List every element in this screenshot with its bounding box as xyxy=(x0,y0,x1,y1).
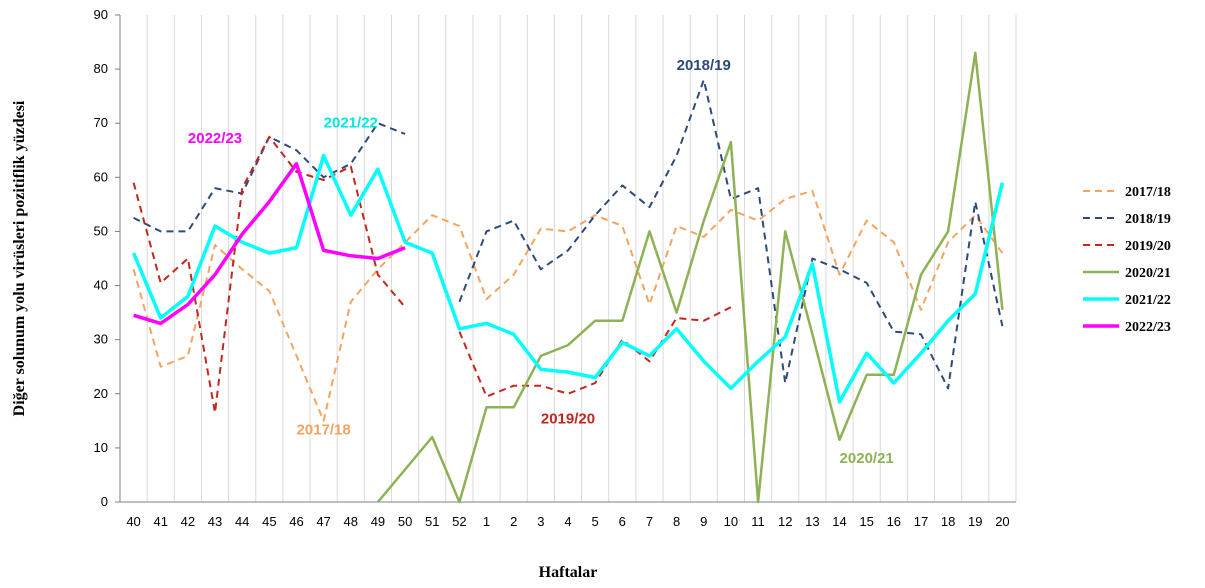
x-tick-label: 14 xyxy=(832,514,846,529)
x-tick-label: 50 xyxy=(398,514,412,529)
x-tick-label: 45 xyxy=(262,514,276,529)
x-tick-label: 13 xyxy=(805,514,819,529)
legend-label: 2021/22 xyxy=(1125,293,1171,308)
y-axis-title: Diğer solunum yolu virüsleri pozitiflik … xyxy=(11,100,28,416)
y-tick-label: 20 xyxy=(94,386,108,401)
annotation-label: 2022/23 xyxy=(188,130,242,147)
x-tick-label: 49 xyxy=(371,514,385,529)
x-tick-label: 46 xyxy=(289,514,303,529)
series-line-2021-22 xyxy=(131,153,1005,404)
series-annotations: 2017/18 2018/19 2019/20 2020/21 2021/22 2022/… xyxy=(188,57,894,467)
x-tick-label: 4 xyxy=(564,514,571,529)
y-tick-label: 90 xyxy=(94,7,108,22)
x-tick-label: 19 xyxy=(968,514,982,529)
y-tick-label: 60 xyxy=(94,169,108,184)
x-tick-label: 18 xyxy=(941,514,955,529)
x-tick-label: 47 xyxy=(316,514,330,529)
x-tick-label: 8 xyxy=(673,514,680,529)
x-tick-label: 15 xyxy=(859,514,873,529)
legend: 2017/18 2018/19 2019/20 2020/21 2021/22 2022/… xyxy=(1083,185,1171,335)
y-tick-label: 50 xyxy=(94,223,108,238)
x-tick-label: 1 xyxy=(483,514,490,529)
y-tick-label: 70 xyxy=(94,115,108,130)
legend-label: 2020/21 xyxy=(1125,266,1171,281)
grid xyxy=(119,15,1017,502)
series-lines xyxy=(131,51,1005,504)
annotation-label: 2017/18 xyxy=(297,421,351,438)
x-tick-label: 42 xyxy=(181,514,195,529)
series-line-2017-18 xyxy=(132,189,1004,422)
y-tick-label: 80 xyxy=(94,61,108,76)
annotation-label: 2018/19 xyxy=(677,57,731,74)
annotation-label: 2021/22 xyxy=(324,115,378,132)
x-tick-label: 44 xyxy=(235,514,249,529)
x-tick-label: 2 xyxy=(510,514,517,529)
x-tick-label: 43 xyxy=(208,514,222,529)
x-tick-label: 3 xyxy=(537,514,544,529)
y-tick-label: 0 xyxy=(101,494,108,509)
x-tick-label: 52 xyxy=(452,514,466,529)
legend-label: 2017/18 xyxy=(1125,185,1171,200)
x-tick-label: 17 xyxy=(914,514,928,529)
x-tick-labels: 40 41 42 43 44 45 46 47 48 49 50 51 52 1 2 3 4 5 6 7 8 9 10 11 1… xyxy=(126,514,1009,529)
legend-label: 2019/20 xyxy=(1125,239,1171,254)
y-tick-label: 30 xyxy=(94,332,108,347)
x-tick-label: 6 xyxy=(619,514,626,529)
x-tick-label: 9 xyxy=(700,514,707,529)
x-tick-label: 51 xyxy=(425,514,439,529)
series-line-2019-20 xyxy=(458,306,732,398)
y-tick-label: 40 xyxy=(94,278,108,293)
x-tick-label: 41 xyxy=(153,514,167,529)
x-tick-label: 5 xyxy=(592,514,599,529)
x-tick-label: 40 xyxy=(126,514,140,529)
x-tick-label: 12 xyxy=(778,514,792,529)
y-tick-label: 10 xyxy=(94,440,108,455)
series-line-2018-19 xyxy=(133,122,406,233)
x-tick-label: 16 xyxy=(887,514,901,529)
x-tick-label: 48 xyxy=(344,514,358,529)
series-line-2018-19 xyxy=(458,78,1004,390)
x-tick-label: 20 xyxy=(995,514,1009,529)
x-axis-title: Haftalar xyxy=(539,564,598,581)
y-tick-labels: 0 10 20 30 40 50 60 70 80 90 xyxy=(94,7,108,509)
annotation-label: 2020/21 xyxy=(840,450,894,467)
series-line-2020-21 xyxy=(376,51,1004,504)
axes xyxy=(115,14,1016,503)
series-line-2022-23 xyxy=(133,162,406,326)
legend-label: 2022/23 xyxy=(1125,320,1171,335)
x-tick-label: 10 xyxy=(724,514,738,529)
legend-label: 2018/19 xyxy=(1125,212,1171,227)
annotation-label: 2019/20 xyxy=(541,411,595,428)
x-tick-label: 7 xyxy=(646,514,653,529)
x-tick-label: 11 xyxy=(751,514,765,529)
